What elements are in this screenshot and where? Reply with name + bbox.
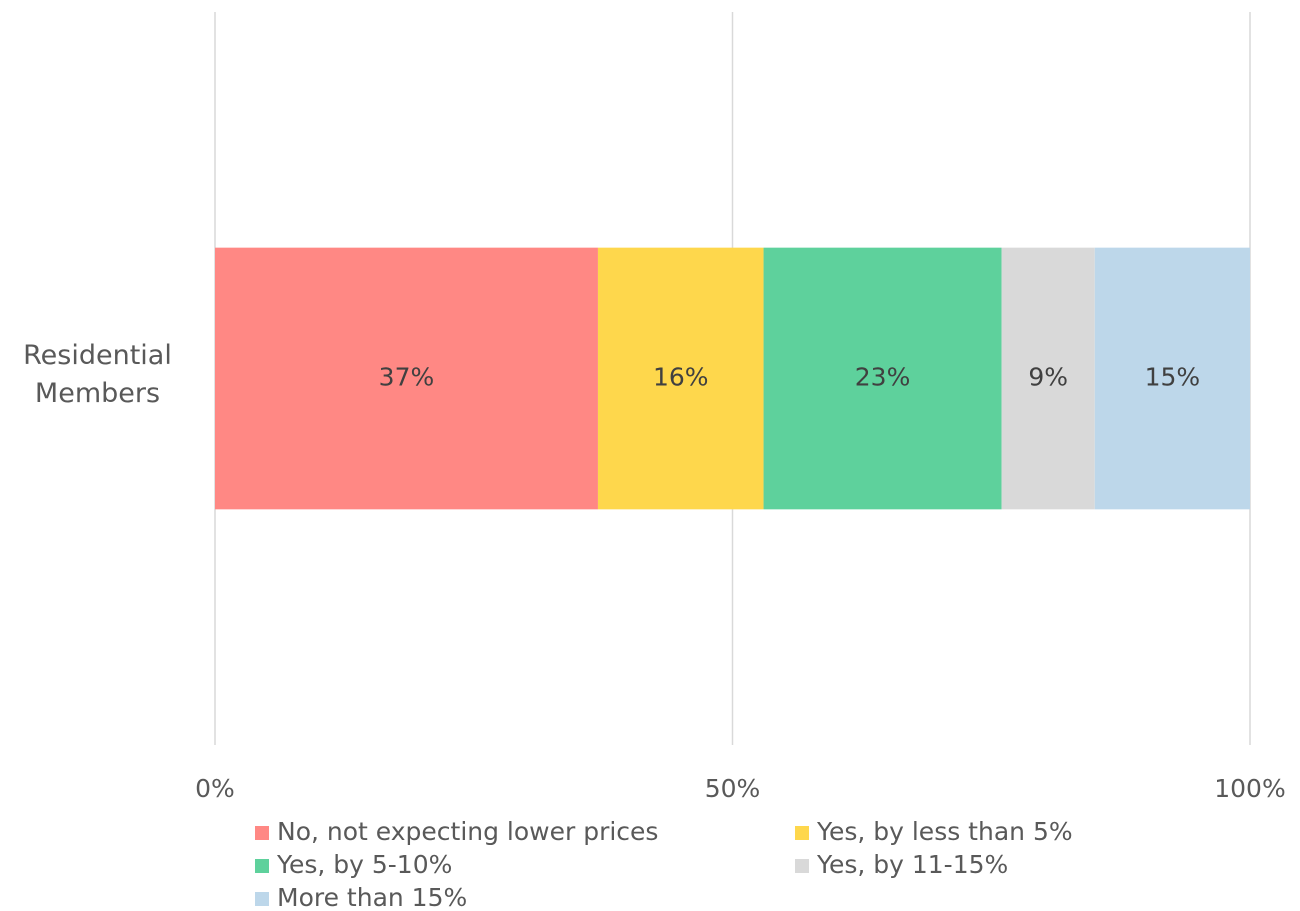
legend-swatch [255, 859, 269, 873]
legend-label: More than 15% [277, 883, 467, 911]
legend-swatch [795, 859, 809, 873]
legend-label: Yes, by 5-10% [276, 850, 452, 879]
legend-swatch [795, 826, 809, 840]
x-tick-label: 100% [1214, 774, 1285, 803]
legend-label: Yes, by less than 5% [816, 817, 1073, 846]
bar-segment [1001, 247, 1095, 510]
x-tick-label: 0% [195, 774, 235, 803]
data-label: 9% [1028, 363, 1068, 392]
data-label: 23% [855, 363, 911, 392]
bar-segment [1094, 247, 1250, 510]
data-label: 15% [1145, 363, 1201, 392]
x-tick-label: 50% [705, 774, 761, 803]
data-label: 16% [653, 363, 709, 392]
legend-swatch [255, 826, 269, 840]
legend-label: No, not expecting lower prices [277, 817, 658, 846]
bar-segment [763, 247, 1002, 510]
bar-segment [597, 247, 764, 510]
legend-swatch [255, 892, 269, 906]
data-label: 37% [379, 363, 435, 392]
bar-segment [215, 247, 598, 510]
legend-label: Yes, by 11-15% [816, 850, 1008, 879]
y-tick-label: Residential Members [23, 339, 172, 409]
